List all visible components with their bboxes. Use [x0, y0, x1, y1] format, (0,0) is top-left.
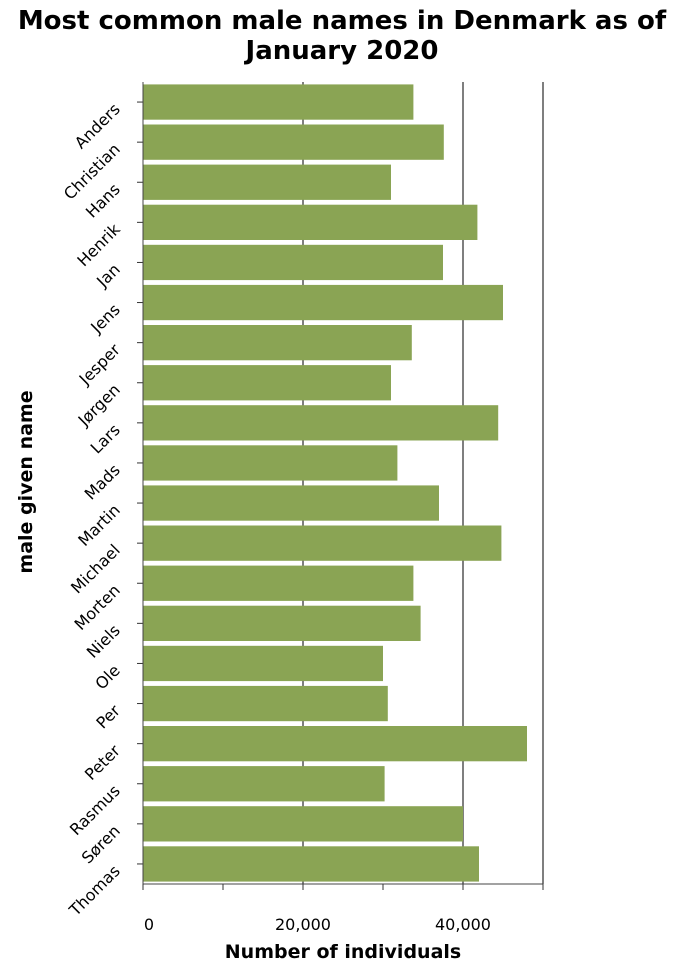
y-tick-label: Anders [71, 99, 124, 152]
chart-title: Most common male names in Denmark as of … [17, 6, 667, 66]
y-tick-label: Thomas [65, 861, 124, 920]
bar-morten [143, 565, 414, 601]
x-tick-label: 0 [144, 915, 154, 934]
y-tick-label: Henrik [73, 219, 124, 270]
bar-mads [143, 445, 398, 481]
y-axis-label: male given name [15, 390, 37, 573]
y-tick-label: Per [92, 701, 124, 733]
bar-jens [143, 284, 503, 321]
bar-søren [143, 806, 463, 842]
bars [143, 84, 527, 882]
y-tick-label: Mads [81, 460, 124, 503]
y-tick-labels: AndersChristianHansHenrikJanJensJesperJø… [60, 99, 124, 920]
y-tick-label: Jens [86, 300, 124, 338]
bar-henrik [143, 204, 478, 240]
bar-lars [143, 405, 499, 441]
bar-peter [143, 726, 527, 762]
x-axis-label: Number of individuals [225, 941, 461, 963]
axes [137, 82, 544, 890]
bar-anders [143, 84, 414, 120]
bar-christian [143, 124, 444, 160]
bar-hans [143, 164, 391, 200]
y-tick-label: Lars [87, 420, 124, 457]
bar-michael [143, 525, 502, 561]
x-tick-label: 40,000 [435, 915, 491, 934]
bar-jan [143, 244, 443, 281]
x-tick-label: 20,000 [275, 915, 331, 934]
bar-martin [143, 485, 439, 521]
bar-thomas [143, 846, 479, 882]
bar-per [143, 685, 388, 722]
y-tick-label: Peter [81, 741, 124, 784]
y-tick-label: Martin [74, 500, 124, 550]
grid-lines [302, 82, 544, 884]
bar-rasmus [143, 766, 385, 802]
y-tick-label: Jan [92, 260, 124, 292]
bar-jørgen [143, 365, 391, 401]
y-tick-label: Jesper [75, 340, 124, 389]
bar-niels [143, 605, 421, 641]
x-tick-labels: 0 20,000 40,000 [144, 915, 491, 934]
bar-ole [143, 645, 383, 682]
y-tick-label: Ole [91, 661, 123, 693]
y-tick-label: Jørgen [74, 380, 124, 430]
bar-jesper [143, 325, 412, 361]
